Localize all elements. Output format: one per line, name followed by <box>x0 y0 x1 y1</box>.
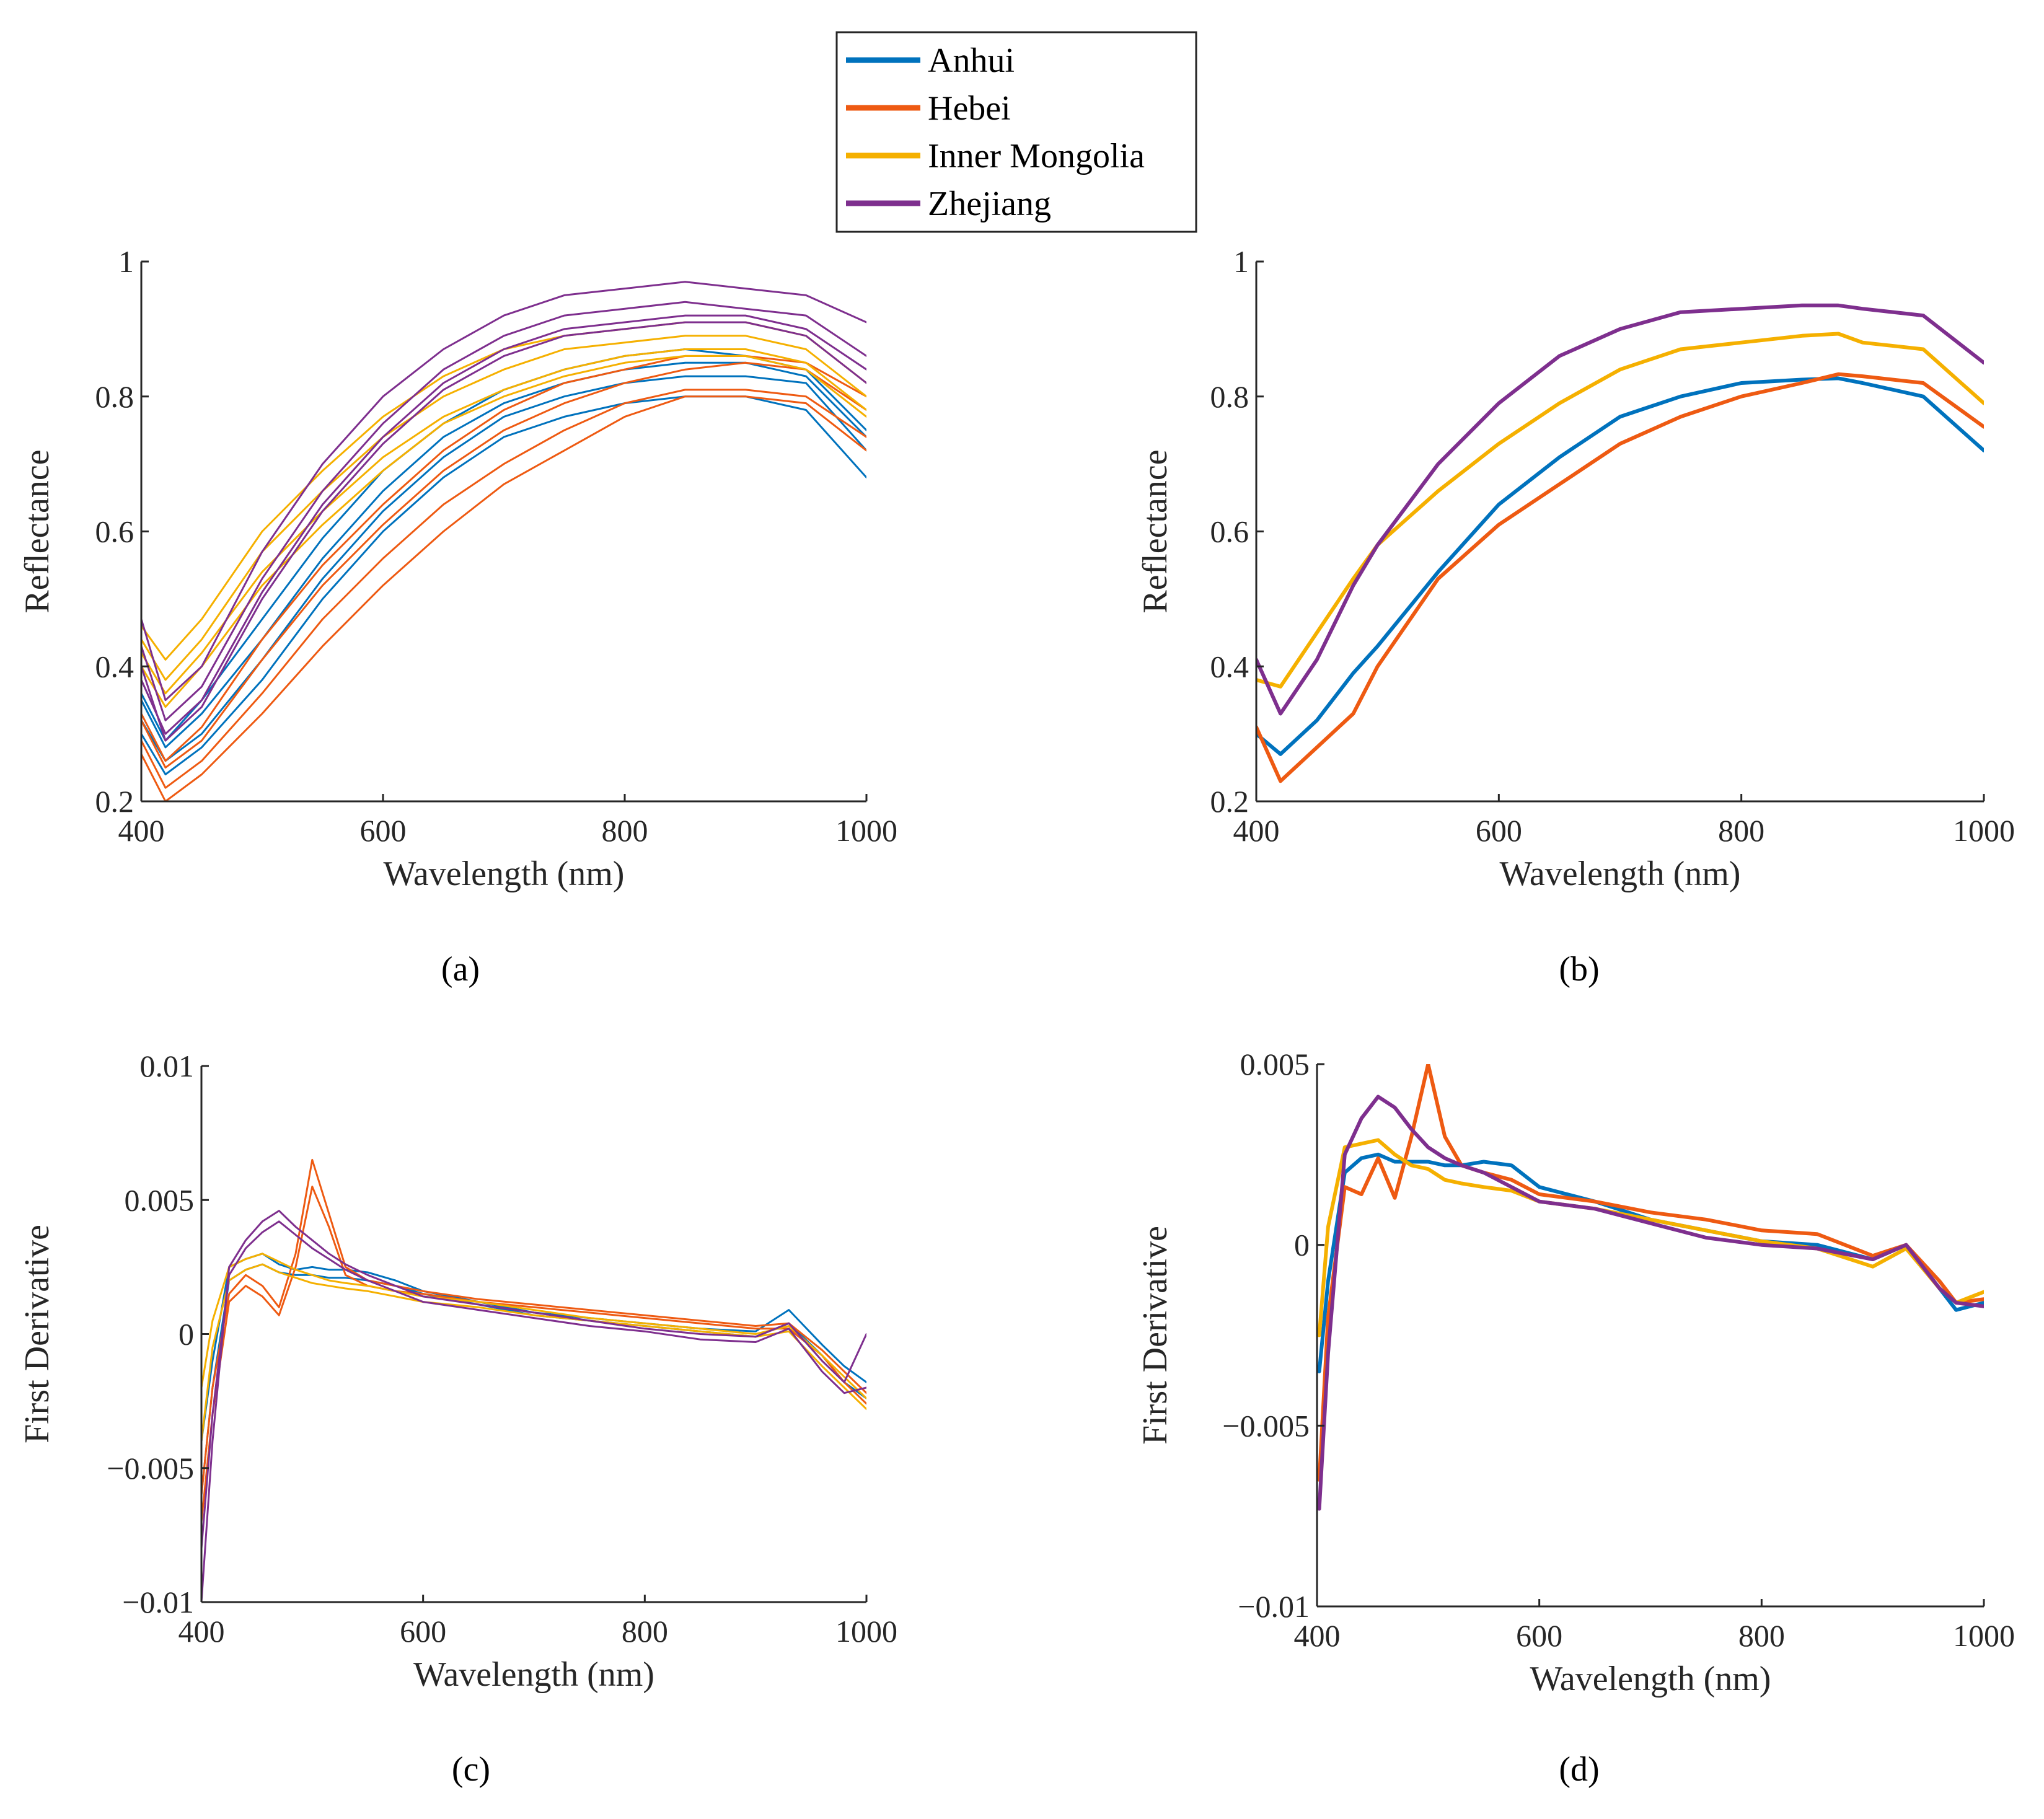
x-tick-label: 400 <box>178 1614 225 1649</box>
y-axis-label: Reflectance <box>1136 449 1174 613</box>
y-axis-label: First Derivative <box>1136 1226 1174 1445</box>
panel-caption: (a) <box>441 950 480 989</box>
x-tick-label: 400 <box>118 813 165 848</box>
legend: Anhui Hebei Inner Mongolia Zhejiang <box>835 31 1197 233</box>
y-axis-label: First Derivative <box>18 1225 56 1443</box>
series-group <box>1256 303 1984 783</box>
series-line-hebei-0 <box>201 1158 866 1496</box>
y-tick-label: −0.005 <box>107 1451 194 1486</box>
y-tick-label: −0.01 <box>1238 1589 1310 1624</box>
series-line-zhejiang-1 <box>201 1220 866 1549</box>
series-line-anhui-2 <box>141 395 866 775</box>
series-line-zhejiang-3 <box>141 314 866 735</box>
series-line-inner-mongolia-2 <box>141 321 866 661</box>
series-line-inner-mongolia-1 <box>141 348 866 695</box>
series-line-anhui <box>1256 376 1984 756</box>
series-line-anhui-1 <box>141 375 866 762</box>
y-tick-label: 0.4 <box>1210 649 1249 684</box>
x-tick-label: 800 <box>1738 1618 1785 1653</box>
series-line-inner-mongolia-3 <box>141 355 866 708</box>
x-tick-label: 400 <box>1233 813 1280 848</box>
y-tick-label: 0.8 <box>1210 379 1249 414</box>
series-line-anhui-0 <box>201 1253 866 1442</box>
panel-caption: (c) <box>452 1750 490 1789</box>
panel-a: 400 600 800 1000 0.2 0.4 0.6 0.8 1 Wavelength (nm… <box>18 244 897 989</box>
legend-label: Zhejiang <box>928 185 1051 223</box>
series-group <box>1317 1064 1984 1511</box>
x-tick-label: 400 <box>1294 1618 1341 1653</box>
series-line-hebei-0 <box>141 361 866 769</box>
x-axis-label: Wavelength (nm) <box>1500 855 1741 893</box>
y-axis-label: Reflectance <box>18 449 56 613</box>
y-tick-label: 0.005 <box>1240 1047 1310 1081</box>
series-line-hebei-1 <box>141 389 866 789</box>
y-tick-label: 1 <box>1233 244 1249 279</box>
series-line-zhejiang <box>1317 1094 1984 1511</box>
legend-box <box>835 31 1197 233</box>
panel-d: 400 600 800 1000 −0.01 −0.005 0 0.005 Wavelength… <box>1136 1047 2015 1789</box>
y-tick-label: 0 <box>178 1317 194 1352</box>
series-line-anhui-1 <box>201 1263 866 1496</box>
y-tick-label: 0.005 <box>125 1183 195 1217</box>
y-tick-label: 0 <box>1294 1228 1310 1262</box>
series-line-anhui <box>1317 1152 1984 1373</box>
y-tick-label: 0.01 <box>140 1049 195 1083</box>
y-tick-label: 1 <box>118 244 134 279</box>
series-line-zhejiang-2 <box>141 321 866 742</box>
panel-c: 400 600 800 1000 −0.01 −0.005 0 0.005 0.01 Wavele… <box>18 1049 897 1789</box>
x-axis-label: Wavelength (nm) <box>384 855 625 893</box>
y-tick-label: −0.01 <box>122 1585 194 1619</box>
legend-label: Anhui <box>928 42 1015 80</box>
x-tick-label: 600 <box>360 813 407 848</box>
y-tick-label: 0.2 <box>95 784 134 819</box>
series-line-zhejiang-1 <box>141 301 866 721</box>
series-line-hebei-2 <box>141 395 866 801</box>
x-axis-label: Wavelength (nm) <box>1530 1660 1771 1698</box>
x-tick-label: 800 <box>602 813 648 848</box>
series-line-inner-mongolia-0 <box>141 335 866 681</box>
y-tick-label: 0.2 <box>1210 784 1249 819</box>
x-axis-label: Wavelength (nm) <box>413 1655 654 1694</box>
series-line-anhui-0 <box>141 361 866 749</box>
y-tick-label: −0.005 <box>1222 1408 1310 1443</box>
x-tick-label: 600 <box>400 1614 446 1649</box>
x-tick-label: 1000 <box>1953 813 2015 848</box>
x-tick-label: 1000 <box>835 813 897 848</box>
panel-caption: (b) <box>1559 950 1599 989</box>
y-tick-label: 0.6 <box>1210 514 1249 549</box>
legend-label: Inner Mongolia <box>928 137 1145 175</box>
series-line-inner-mongolia <box>1256 332 1984 689</box>
y-tick-label: 0.6 <box>95 514 134 549</box>
y-tick-label: 0.8 <box>95 379 134 414</box>
series-line-zhejiang <box>1256 303 1984 716</box>
series-line-hebei <box>1317 1064 1984 1482</box>
series-line-zhejiang-0 <box>141 281 866 702</box>
x-tick-label: 600 <box>1516 1618 1562 1653</box>
y-tick-label: 0.4 <box>95 649 134 684</box>
series-line-inner-mongolia-1 <box>201 1263 866 1442</box>
series-line-hebei-1 <box>201 1186 866 1523</box>
series-group <box>201 1158 866 1602</box>
series-line-anhui-3 <box>141 348 866 742</box>
legend-label: Hebei <box>928 89 1011 128</box>
panel-b: 400 600 800 1000 0.2 0.4 0.6 0.8 1 Wavelength (nm… <box>1136 244 2015 989</box>
series-group <box>141 281 866 801</box>
x-tick-label: 800 <box>1718 813 1764 848</box>
x-tick-label: 600 <box>1476 813 1522 848</box>
series-line-inner-mongolia <box>1317 1138 1984 1337</box>
panel-caption: (d) <box>1559 1750 1599 1789</box>
series-line-hebei <box>1256 372 1984 783</box>
x-tick-label: 1000 <box>1953 1618 2015 1653</box>
x-tick-label: 800 <box>622 1614 668 1649</box>
x-tick-label: 1000 <box>835 1614 897 1649</box>
series-line-zhejiang-0 <box>201 1210 866 1602</box>
